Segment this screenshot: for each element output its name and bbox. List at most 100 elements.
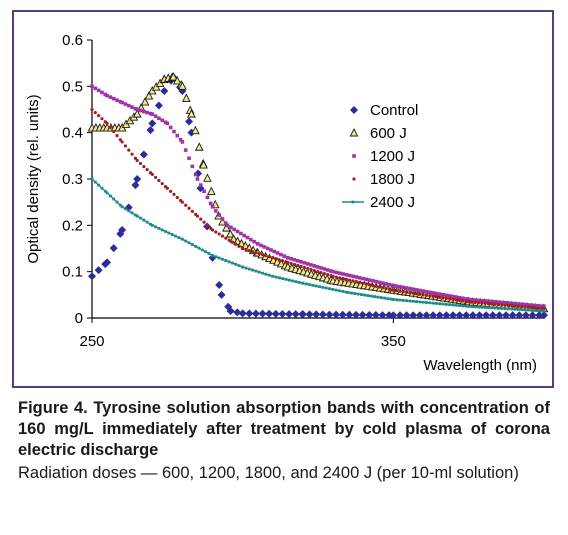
data-point (103, 189, 107, 193)
data-point (523, 305, 527, 309)
data-point (458, 304, 462, 307)
x-axis-label: Wavelength (nm) (423, 357, 537, 374)
data-point (301, 281, 305, 285)
data-point (202, 220, 206, 224)
data-point (224, 259, 228, 262)
data-point (542, 304, 546, 309)
data-point (371, 279, 375, 283)
data-point (374, 284, 378, 288)
data-point (231, 261, 234, 265)
data-point (380, 281, 385, 285)
data-point (395, 311, 404, 320)
data-point (401, 298, 405, 302)
data-point (160, 181, 164, 186)
series-1200-j (90, 84, 546, 309)
data-point (354, 280, 358, 284)
data-point (88, 272, 96, 281)
data-point (226, 307, 235, 316)
data-point (431, 294, 435, 298)
data-point (520, 308, 524, 312)
data-point (482, 311, 491, 320)
data-point (157, 116, 161, 121)
data-point (170, 233, 174, 236)
data-point (96, 88, 101, 93)
data-point (286, 255, 290, 260)
data-point (435, 302, 438, 305)
data-point (344, 277, 348, 281)
data-point (306, 266, 310, 271)
data-point (358, 310, 367, 319)
data-point (242, 233, 246, 238)
data-point (425, 301, 428, 304)
data-point (112, 129, 116, 134)
data-point (199, 160, 208, 169)
data-point (297, 281, 301, 284)
data-point (324, 286, 328, 290)
data-point (526, 303, 531, 307)
data-point (441, 292, 445, 297)
data-point (264, 254, 268, 258)
data-point (175, 133, 180, 138)
data-point (154, 225, 157, 229)
data-point (526, 308, 530, 312)
data-point (458, 298, 462, 302)
data-point (296, 263, 300, 268)
data-point (175, 195, 179, 200)
data-point (150, 172, 154, 176)
data-point (200, 248, 204, 252)
data-point (257, 251, 261, 256)
data-point (515, 311, 524, 320)
caption-title: Figure 4. Tyrosine solution absorption b… (18, 399, 550, 459)
data-point (314, 284, 318, 288)
data-point (120, 100, 124, 105)
data-point (329, 269, 333, 273)
legend-label: Control (370, 102, 418, 119)
data-point (220, 217, 225, 221)
data-point (274, 257, 278, 261)
y-ticks: 0 0.1 0.2 0.3 0.4 0.5 0.6 (62, 32, 92, 327)
data-point (105, 93, 109, 98)
y-tick-label: 0.5 (62, 78, 83, 95)
data-point (373, 295, 377, 298)
data-point (322, 267, 327, 271)
data-point (361, 281, 365, 285)
data-point (257, 270, 261, 274)
data-point (237, 264, 241, 268)
data-point (428, 294, 432, 298)
data-point (353, 292, 357, 295)
data-point (127, 148, 131, 152)
data-point (185, 117, 194, 126)
data-point (262, 245, 267, 249)
data-point (351, 274, 355, 279)
data-point (467, 300, 471, 304)
data-point (204, 250, 208, 254)
data-point (415, 311, 424, 320)
data-point (160, 118, 165, 123)
data-point (309, 263, 313, 267)
data-point (259, 243, 263, 248)
data-point (466, 297, 471, 302)
data-point (464, 297, 469, 301)
data-point (90, 177, 94, 181)
data-point (347, 273, 352, 278)
figure-caption: Figure 4. Tyrosine solution absorption b… (18, 398, 550, 484)
data-point (234, 242, 238, 246)
data-point (148, 111, 153, 116)
data-point (389, 311, 398, 320)
data-point (237, 244, 241, 248)
data-point (508, 311, 517, 320)
data-point (203, 173, 212, 182)
data-point (477, 301, 481, 305)
data-point (500, 303, 504, 307)
data-point (120, 205, 124, 209)
data-point (150, 223, 154, 227)
data-point (222, 223, 231, 232)
data-point (540, 309, 543, 313)
data-point (337, 271, 342, 275)
data-point (334, 288, 338, 292)
data-point (309, 267, 313, 272)
data-point (224, 236, 228, 240)
data-point (207, 252, 211, 255)
data-point (108, 194, 112, 198)
data-point (165, 121, 170, 126)
